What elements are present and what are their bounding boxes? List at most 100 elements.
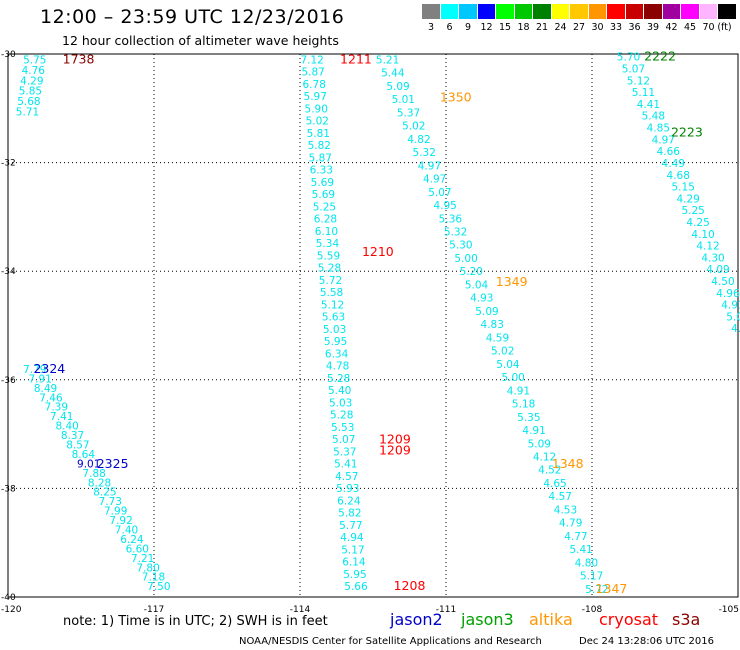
wave-height-value: 5.12 [627,75,650,87]
legend-label: 3 [427,22,435,33]
wave-height-value: 4.93 [470,293,493,305]
time-label-cryosat: 1209 [379,442,411,457]
wave-height-value: 5.41 [334,459,357,471]
plot-frame [7,53,739,598]
wave-height-value: 4.97 [423,174,446,186]
wave-height-value: 4.91 [522,425,545,437]
wave-height-value: 5.17 [341,544,364,556]
wave-height-value: 5.07 [428,187,451,199]
wave-height-value: 5.25 [681,205,704,217]
wave-height-value: 6.28 [314,214,337,226]
wave-height-value: 4.52 [538,465,561,477]
y-tick-label: -34 [1,267,16,277]
legend-label: 12 [480,22,493,33]
y-tick-label: -32 [1,159,16,169]
legend-label: 30 [591,22,604,33]
y-tick-label: -36 [1,376,16,386]
wave-height-value: 5.53 [331,422,354,434]
legend-unit: (ft) [717,22,732,33]
legend-cryosat: cryosat [599,610,659,629]
legend-swatch [588,4,607,19]
wave-height-value: 7.12 [300,54,323,66]
wave-height-value: 4.78 [326,361,349,373]
wave-height-value: 4.80 [575,557,598,569]
wave-height-value: 7.50 [147,581,170,593]
wave-height-value: 5.15 [672,182,695,194]
wave-height-value: 5.07 [332,434,355,446]
legend-swatch [662,4,681,19]
legend-swatch [699,4,718,19]
legend-label: 18 [517,22,530,33]
wave-height-value: 8.64 [72,449,96,461]
wave-height-value: 8.57 [66,439,89,451]
legend-swatch [496,4,515,19]
wave-height-value: 4.68 [667,170,690,182]
legend-label: 21 [535,22,549,33]
wave-height-value: 5.97 [304,91,327,103]
wave-height-value: 5.44 [381,68,405,80]
wave-height-value: 4.09 [706,264,729,276]
wave-height-value: 4.29 [676,193,699,205]
legend-swatch [644,4,663,19]
wave-height-value: 4.57 [335,471,358,483]
color-legend: 3 6 9 12 15 18 21 24 27 30 33 36 39 42 45 70 (ft) [422,4,738,36]
wave-height-value: 5.32 [444,226,467,238]
wave-height-value: 6.60 [126,543,149,555]
wave-height-value: 7.46 [39,392,63,404]
legend-swatch [718,4,737,19]
wave-height-value: 9.01 [77,458,100,470]
wave-height-value: 6.78 [303,79,326,91]
time-label-altika: 1350 [440,89,472,104]
wave-height-value: 5.72 [585,584,608,596]
wave-height-value: 7.88 [82,468,105,480]
time-label-altika: 1349 [496,274,528,289]
wave-height-value: 7.40 [115,524,138,536]
footer-note: note: 1) Time is in UTC; 2) SWH is in fe… [63,614,328,629]
legend-label: 42 [665,22,678,33]
wave-height-value: 4.91 [721,300,740,312]
time-label-jason2: 2325 [97,456,129,471]
wave-height-value: 5.68 [17,96,40,108]
wave-height-value: 7.39 [45,402,68,414]
wave-height-value: 5.02 [306,116,329,128]
legend-label: 70 [702,22,715,33]
wave-height-value: 4.57 [549,491,572,503]
legend-swatch [514,4,533,19]
wave-height-value: 5.37 [397,107,420,119]
legend-label: 9 [464,22,472,33]
wave-height-value: 4.12 [696,241,719,253]
wave-height-value: 5.28 [327,373,350,385]
legend-swatch [422,4,441,19]
wave-height-value: 5.95 [324,336,347,348]
wave-height-value: 4.77 [564,531,587,543]
legend-label: 36 [628,22,641,33]
wave-height-value: 4.94 [340,532,364,544]
generation-timestamp: Dec 24 13:28:06 UTC 2016 [579,636,714,647]
chart-subtitle: 12 hour collection of altimeter wave hei… [62,33,339,48]
wave-height-value: 8.40 [55,421,78,433]
chart-title: 12:00 – 23:59 UTC 12/23/2016 [40,6,345,28]
time-label-jason2: 2324 [33,361,65,376]
wave-height-value: 5.90 [305,103,328,115]
y-tick-label: -40 [1,593,16,603]
wave-height-value: 4.82 [407,134,430,146]
x-tick-label: -120 [1,605,22,615]
wave-height-value: 5.85 [19,86,42,98]
time-label-cryosat: 1210 [362,244,394,259]
wave-height-value: 4.49 [662,158,685,170]
wave-height-value: 4.29 [20,75,43,87]
legend-swatch [625,4,644,19]
time-label-altika: 1347 [596,581,628,596]
wave-height-value: 5.70 [617,52,640,64]
time-label-cryosat: 1208 [394,578,426,593]
wave-height-value: 5.41 [569,544,592,556]
wave-height-value: 8.28 [88,477,111,489]
wave-height-value: 7.80 [136,562,159,574]
wave-height-value: 5.93 [336,483,359,495]
wave-height-value: 4.83 [481,319,504,331]
wave-height-value: 5.63 [322,312,345,324]
wave-height-value: 5.04 [465,279,489,291]
wave-height-value: 4.95 [433,200,456,212]
wave-height-value: 6.10 [315,226,338,238]
wave-height-value: 5.75 [23,54,46,66]
